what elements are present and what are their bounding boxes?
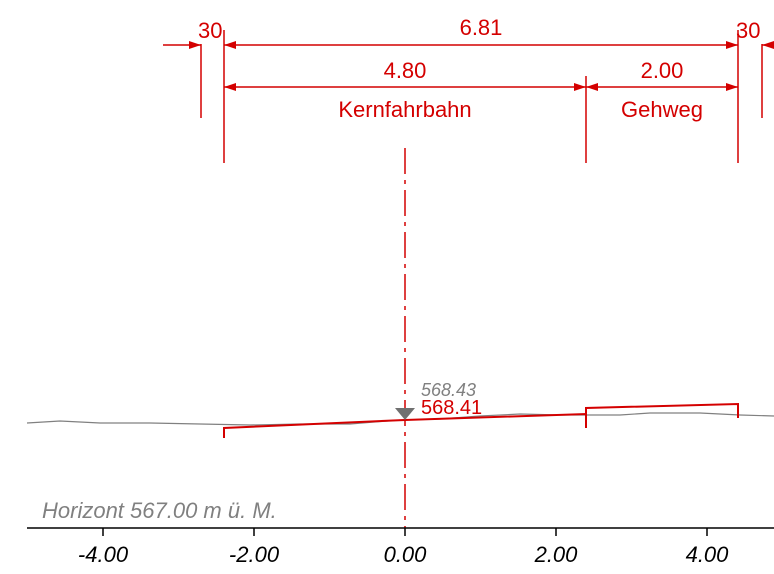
elevation-marker-icon xyxy=(395,408,415,420)
sidewalk-surface xyxy=(585,402,739,418)
axis-tick-label: 4.00 xyxy=(686,542,730,567)
horizon-label: Horizont 567.00 m ü. M. xyxy=(42,498,277,523)
dim-sidewalk-label: 2.00 xyxy=(641,58,684,83)
axis-tick-label: -2.00 xyxy=(229,542,280,567)
axis-ticks xyxy=(102,528,708,536)
axis-tick-label: -4.00 xyxy=(78,542,129,567)
axis-tick-label: 0.00 xyxy=(384,542,428,567)
terrain-line xyxy=(26,412,774,426)
dim-right-offset-label: 30 xyxy=(736,18,760,43)
dim-roadway-label: 4.80 xyxy=(384,58,427,83)
terrain-elevation-label: 568.43 xyxy=(421,380,476,400)
sidewalk-name-label: Gehweg xyxy=(621,97,703,122)
axis-tick-label: 2.00 xyxy=(534,542,579,567)
dim-left-offset-label: 30 xyxy=(198,18,222,43)
design-elevation-label: 568.41 xyxy=(421,397,482,419)
dim-overall-label: 6.81 xyxy=(460,15,503,40)
roadway-name-label: Kernfahrbahn xyxy=(338,97,471,122)
